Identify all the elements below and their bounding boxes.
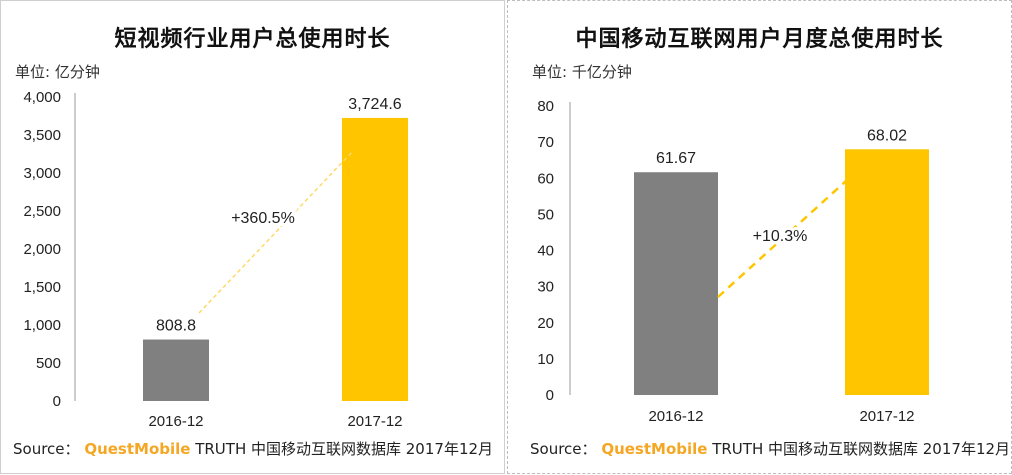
x-tick-label: 2017-12 [859, 408, 914, 425]
y-tick-label: 500 [36, 355, 61, 372]
y-tick-label: 2,000 [23, 241, 61, 258]
x-tick-label: 2016-12 [648, 408, 703, 425]
unit-label: 单位: 亿分钟 [15, 63, 100, 81]
growth-label: +10.3% [753, 228, 808, 245]
data-label: 3,724.6 [348, 96, 401, 113]
bar-chart-mobile-internet: 0 10 20 30 40 50 60 70 80 61.67 2016-12 68.02 2017-1… [537, 98, 929, 425]
y-tick-label: 1,000 [23, 317, 61, 334]
chart-title: 短视频行业用户总使用时长 [114, 27, 391, 52]
data-label: 68.02 [867, 127, 907, 144]
y-tick-label: 60 [537, 170, 554, 187]
x-tick-label: 2016-12 [148, 413, 203, 430]
y-tick-label: 10 [537, 351, 554, 368]
y-tick-label: 4,000 [23, 89, 61, 106]
source-rest: TRUTH 中国移动互联网数据库 2017年12月 [707, 440, 1011, 458]
bar [634, 172, 718, 395]
x-tick-label: 2017-12 [347, 413, 402, 430]
source-brand: QuestMobile [84, 440, 191, 458]
source-prefix: Source： [530, 440, 597, 458]
y-tick-label: 30 [537, 279, 554, 296]
y-tick-label: 50 [537, 206, 554, 223]
y-tick-label: 20 [537, 315, 554, 332]
growth-label: +360.5% [231, 210, 295, 227]
y-tick-label: 1,500 [23, 279, 61, 296]
bar [342, 117, 408, 402]
y-tick-label: 40 [537, 243, 554, 260]
growth-connector-line [198, 150, 354, 314]
y-tick-label: 2,500 [23, 203, 61, 220]
source-brand: QuestMobile [601, 440, 708, 458]
bar [143, 339, 209, 401]
y-tick-label: 3,000 [23, 165, 61, 182]
unit-label: 单位: 千亿分钟 [532, 63, 632, 81]
bar-chart-short-video: 0 500 1,000 1,500 2,000 2,500 3,000 3,500 4,000 8… [23, 89, 408, 430]
chart-panel-short-video: 短视频行业用户总使用时长 单位: 亿分钟 0 500 1,000 1,500 2,000… [0, 0, 505, 474]
data-label: 61.67 [656, 150, 696, 167]
chart-title: 中国移动互联网用户月度总使用时长 [575, 27, 944, 52]
y-tick-label: 3,500 [23, 127, 61, 144]
data-label: 808.8 [156, 318, 196, 335]
y-tick-label: 0 [53, 393, 61, 410]
bar [845, 149, 929, 395]
chart-panel-mobile-internet: 中国移动互联网用户月度总使用时长 单位: 千亿分钟 0 10 20 30 40 50 60 7… [507, 0, 1012, 474]
source-rest: TRUTH 中国移动互联网数据库 2017年12月 [190, 440, 494, 458]
y-tick-label: 80 [537, 98, 554, 115]
source-prefix: Source： [13, 440, 80, 458]
growth-connector-line [717, 180, 847, 298]
y-tick-label: 70 [537, 134, 554, 151]
y-tick-label: 0 [546, 387, 554, 404]
source-note: Source： QuestMobile TRUTH 中国移动互联网数据库 201… [13, 438, 493, 459]
source-note: Source： QuestMobile TRUTH 中国移动互联网数据库 201… [530, 438, 1010, 459]
